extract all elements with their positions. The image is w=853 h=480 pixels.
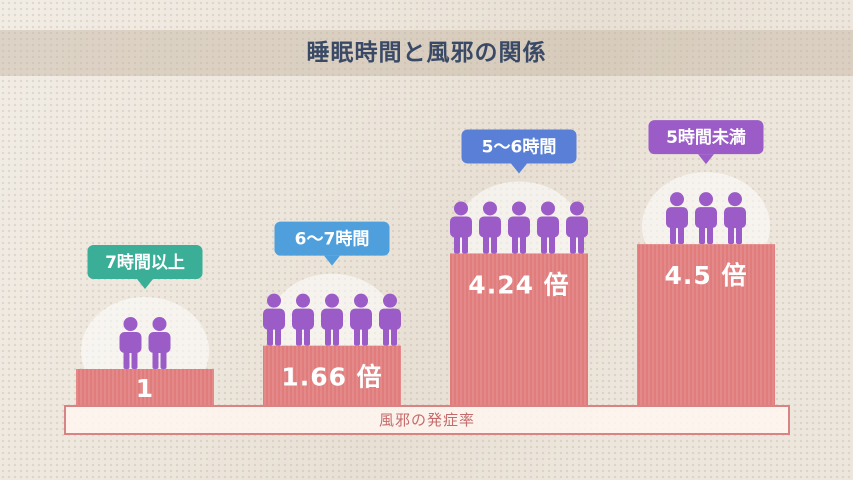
- person-icon: [148, 317, 171, 369]
- value-label-2: 1.66 倍: [281, 363, 382, 392]
- person-icon: [566, 201, 588, 254]
- callout-pointer-3: [511, 163, 527, 174]
- callout-pointer-4: [698, 154, 714, 165]
- bar-texture-4: [637, 244, 775, 405]
- value-label-4: 4.5 倍: [665, 261, 748, 290]
- person-icon: [292, 293, 314, 346]
- person-icon: [666, 192, 688, 245]
- callout-bubble-4: [648, 120, 764, 155]
- category-label-3: 5〜6時間: [482, 136, 557, 157]
- bar-texture-1: [76, 369, 214, 405]
- person-icon: [479, 201, 501, 254]
- callout-pointer-1: [137, 279, 153, 289]
- person-icon: [724, 192, 746, 245]
- person-icon: [263, 293, 285, 346]
- callout-pointer-2: [324, 255, 340, 266]
- person-icon: [350, 293, 372, 346]
- title-band: [0, 30, 853, 76]
- person-icon: [119, 317, 142, 369]
- value-label-1: 1: [136, 374, 154, 403]
- person-icon: [695, 192, 717, 245]
- person-icon: [508, 201, 530, 254]
- bar-texture-2: [263, 345, 401, 405]
- page-title: 睡眠時間と風邪の関係: [306, 40, 547, 66]
- category-label-1: 7時間以上: [105, 252, 185, 273]
- category-label-4: 5時間未満: [666, 127, 746, 148]
- callout-bubble-2: [274, 221, 390, 256]
- baseline-label: 風邪の発症率: [64, 405, 790, 435]
- category-label-2: 6〜7時間: [295, 229, 370, 250]
- callout-bubble-1: [87, 245, 203, 279]
- person-icon: [450, 201, 472, 254]
- person-icon: [537, 201, 559, 254]
- person-icon: [379, 293, 401, 346]
- bar-texture-3: [450, 253, 588, 405]
- callout-bubble-3: [461, 129, 577, 164]
- value-label-3: 4.24 倍: [468, 270, 569, 299]
- person-icon: [321, 293, 343, 346]
